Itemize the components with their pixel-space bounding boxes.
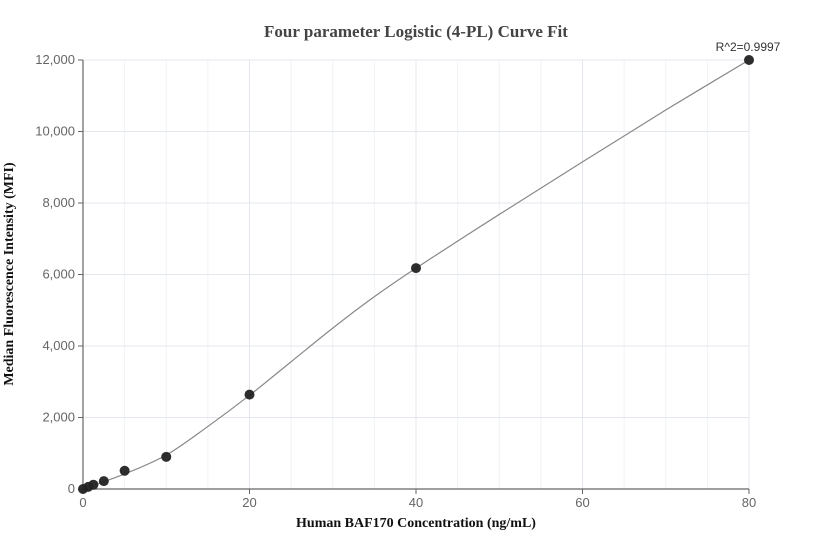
y-tick-label: 10,000 — [35, 124, 75, 139]
data-point — [98, 476, 109, 487]
x-tick-label: 60 — [575, 495, 589, 510]
data-point — [244, 389, 255, 400]
x-tick-label: 40 — [409, 495, 423, 510]
data-points — [78, 55, 754, 494]
chart-title: Four parameter Logistic (4-PL) Curve Fit — [264, 22, 568, 41]
data-point — [161, 451, 172, 462]
y-tick-label: 12,000 — [35, 52, 75, 67]
data-point — [411, 263, 421, 274]
data-point — [119, 465, 130, 476]
grid-lines — [82, 59, 750, 490]
y-tick-label: 0 — [68, 481, 75, 496]
y-tick-label: 8,000 — [42, 195, 75, 210]
y-tick-label: 6,000 — [42, 267, 75, 282]
x-tick-label: 20 — [242, 495, 256, 510]
y-tick-label: 4,000 — [42, 338, 75, 353]
data-point — [88, 479, 99, 490]
r-squared-annotation: R^2=0.9997 — [716, 40, 781, 54]
y-tick-label: 2,000 — [42, 410, 75, 425]
data-point — [744, 55, 754, 65]
annotations: R^2=0.9997 — [716, 40, 781, 54]
x-tick-label: 0 — [79, 495, 86, 510]
axes: 0 2,000 4,000 6,000 8,000 10,000 12,000 0 20 40 60… — [35, 52, 756, 510]
x-tick-label: 80 — [742, 495, 756, 510]
x-axis-label: Human BAF170 Concentration (ng/mL) — [296, 516, 536, 531]
